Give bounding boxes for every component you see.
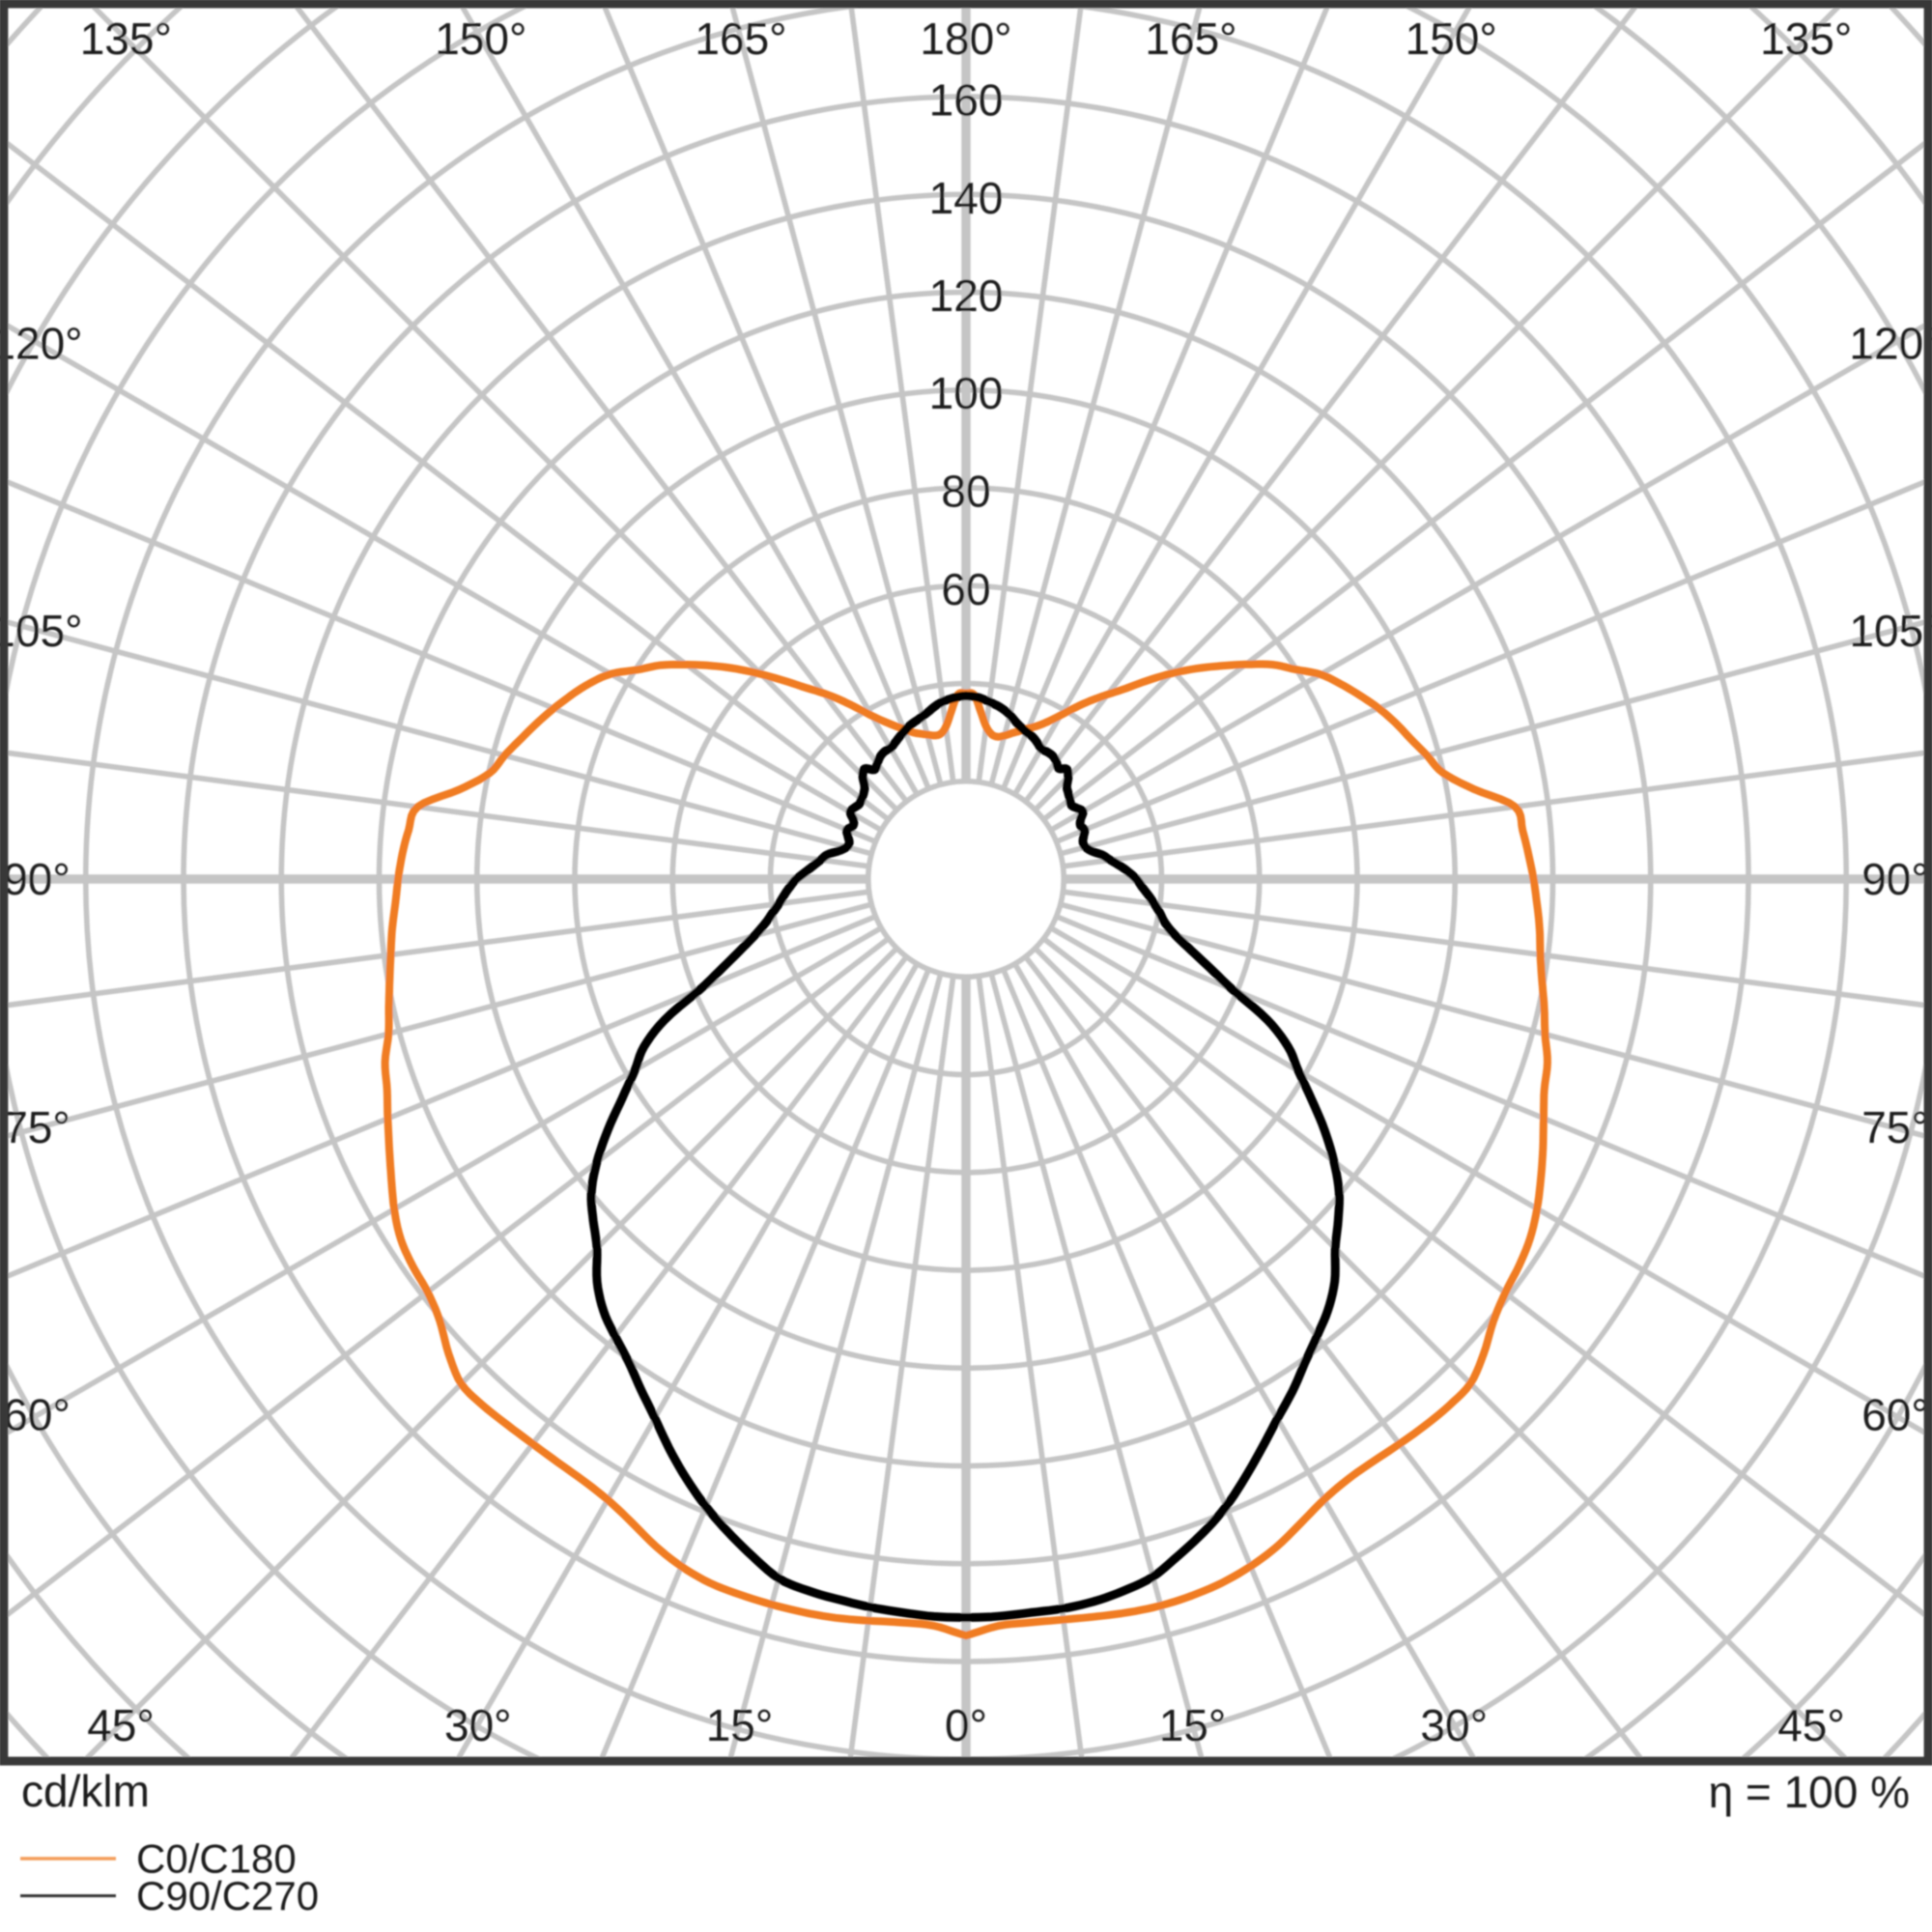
svg-text:C0/C180: C0/C180	[136, 1836, 297, 1882]
svg-text:75°: 75°	[1861, 1102, 1929, 1152]
svg-text:150°: 150°	[1406, 14, 1497, 64]
svg-text:135°: 135°	[80, 14, 172, 64]
svg-text:0°: 0°	[945, 1700, 987, 1750]
svg-text:45°: 45°	[1777, 1700, 1845, 1750]
svg-text:120°: 120°	[0, 319, 83, 369]
svg-text:165°: 165°	[695, 14, 786, 64]
svg-text:90°: 90°	[3, 854, 71, 904]
svg-text:75°: 75°	[3, 1102, 71, 1152]
svg-text:15°: 15°	[706, 1700, 774, 1750]
svg-text:30°: 30°	[1420, 1700, 1488, 1750]
svg-text:45°: 45°	[87, 1700, 155, 1750]
svg-text:90°: 90°	[1861, 854, 1929, 904]
svg-text:60°: 60°	[1861, 1389, 1929, 1439]
svg-text:135°: 135°	[1760, 14, 1852, 64]
svg-text:η = 100 %: η = 100 %	[1709, 1767, 1910, 1817]
svg-text:120: 120	[929, 270, 1004, 321]
svg-text:100: 100	[929, 368, 1004, 418]
svg-text:105°: 105°	[1849, 606, 1932, 656]
svg-text:160: 160	[929, 75, 1004, 126]
svg-text:15°: 15°	[1159, 1700, 1227, 1750]
svg-text:105°: 105°	[0, 606, 83, 656]
svg-text:60°: 60°	[3, 1389, 71, 1439]
svg-text:cd/klm: cd/klm	[21, 1766, 150, 1816]
svg-text:120°: 120°	[1849, 319, 1932, 369]
svg-text:180°: 180°	[920, 14, 1011, 64]
svg-text:150°: 150°	[435, 14, 526, 64]
svg-text:165°: 165°	[1145, 14, 1236, 64]
svg-text:80: 80	[941, 467, 990, 517]
svg-text:C90/C270: C90/C270	[136, 1873, 319, 1918]
svg-text:140: 140	[929, 173, 1004, 223]
svg-text:60: 60	[941, 564, 990, 614]
svg-text:30°: 30°	[444, 1700, 512, 1750]
